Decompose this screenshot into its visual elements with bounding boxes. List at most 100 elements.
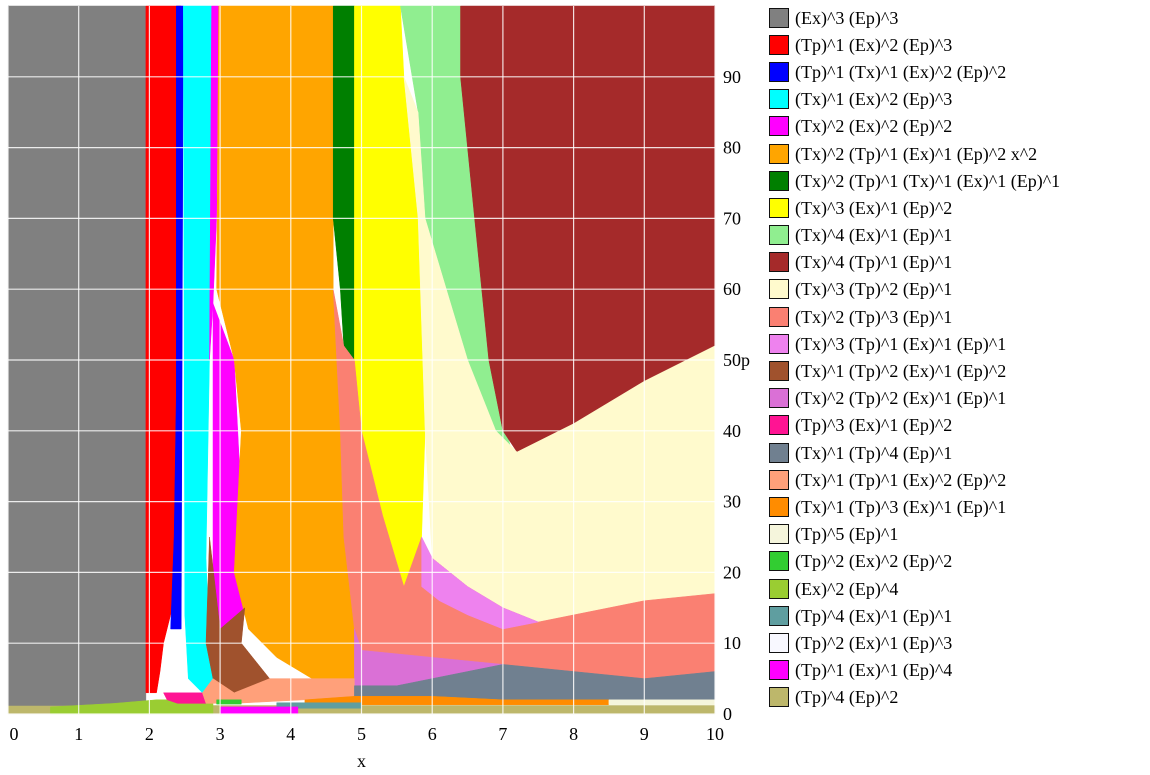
legend-item: (Tp)^1 (Ex)^1 (Ep)^4: [769, 657, 1149, 684]
legend-item: (Tp)^2 (Ex)^2 (Ep)^2: [769, 548, 1149, 575]
legend-item: (Tp)^3 (Ex)^1 (Ep)^2: [769, 412, 1149, 439]
legend-label: (Tx)^3 (Tp)^1 (Ex)^1 (Ep)^1: [795, 333, 1007, 354]
legend-label: (Ex)^2 (Ep)^4: [795, 578, 899, 599]
legend-item: (Tx)^2 (Tp)^1 (Ex)^1 (Ep)^2 x^2: [769, 140, 1149, 167]
legend-label: (Tx)^4 (Tp)^1 (Ep)^1: [795, 252, 953, 273]
legend-label: (Tx)^3 (Ex)^1 (Ep)^2: [795, 197, 953, 218]
y-tick-label: 10: [723, 633, 741, 653]
legend-swatch: [769, 116, 789, 137]
legend-item: (Tx)^1 (Tp)^3 (Ex)^1 (Ep)^1: [769, 493, 1149, 520]
y-tick-label: 80: [723, 138, 741, 158]
legend-item: (Tx)^3 (Ex)^1 (Ep)^2: [769, 194, 1149, 221]
legend-item: (Tp)^1 (Tx)^1 (Ex)^2 (Ep)^2: [769, 58, 1149, 85]
legend-item: (Tx)^2 (Tp)^2 (Ex)^1 (Ep)^1: [769, 385, 1149, 412]
legend-item: (Tx)^2 (Ex)^2 (Ep)^2: [769, 113, 1149, 140]
x-axis-label: x: [357, 751, 366, 771]
x-tick-label: 9: [640, 724, 649, 744]
region-1: [7, 5, 147, 706]
y-tick-label: 60: [723, 279, 741, 299]
x-tick-label: 10: [706, 724, 724, 744]
legend-item: (Tx)^1 (Tp)^1 (Ex)^2 (Ep)^2: [769, 466, 1149, 493]
legend-item: (Tx)^2 (Tp)^3 (Ep)^1: [769, 303, 1149, 330]
region-25: [219, 706, 299, 715]
legend-swatch: [769, 442, 789, 463]
legend-swatch: [769, 469, 789, 490]
legend-item: (Ex)^2 (Ep)^4: [769, 575, 1149, 602]
legend-label: (Tx)^2 (Tp)^2 (Ex)^1 (Ep)^1: [795, 388, 1007, 409]
legend-item: (Tx)^4 (Tp)^1 (Ep)^1: [769, 249, 1149, 276]
legend-label: (Tp)^1 (Ex)^1 (Ep)^4: [795, 660, 953, 681]
legend-item: (Tp)^5 (Ep)^1: [769, 521, 1149, 548]
legend-swatch: [769, 279, 789, 300]
y-tick-label: 90: [723, 67, 741, 87]
legend-label: (Tx)^3 (Tp)^2 (Ep)^1: [795, 279, 953, 300]
legend-swatch: [769, 252, 789, 273]
legend-swatch: [769, 143, 789, 164]
legend-swatch: [769, 361, 789, 382]
legend-label: (Tp)^1 (Ex)^2 (Ep)^3: [795, 34, 953, 55]
x-tick-label: 5: [357, 724, 366, 744]
legend-swatch: [769, 524, 789, 545]
y-tick-label: 30: [723, 492, 741, 512]
y-tick-label: 70: [723, 208, 741, 228]
x-tick-label: 6: [428, 724, 437, 744]
legend-swatch: [769, 578, 789, 599]
legend-label: (Tx)^2 (Ex)^2 (Ep)^2: [795, 116, 953, 137]
legend-item: (Tx)^1 (Tp)^2 (Ex)^1 (Ep)^2: [769, 357, 1149, 384]
legend-swatch: [769, 415, 789, 436]
x-tick-label: 7: [498, 724, 507, 744]
legend-label: (Ex)^3 (Ep)^3: [795, 7, 899, 28]
legend-label: (Tp)^3 (Ex)^1 (Ep)^2: [795, 415, 953, 436]
x-tick-label: 8: [569, 724, 578, 744]
region-6: [163, 692, 207, 704]
legend-swatch: [769, 605, 789, 626]
legend-swatch: [769, 632, 789, 653]
legend-swatch: [769, 496, 789, 517]
legend-item: (Tx)^2 (Tp)^1 (Tx)^1 (Ex)^1 (Ep)^1: [769, 167, 1149, 194]
legend-swatch: [769, 89, 789, 110]
legend-swatch: [769, 660, 789, 681]
x-tick-label: 0: [10, 724, 19, 744]
x-tick-label: 1: [74, 724, 83, 744]
legend-item: (Tx)^3 (Tp)^1 (Ex)^1 (Ep)^1: [769, 330, 1149, 357]
x-tick-label: 3: [216, 724, 225, 744]
legend-label: (Tp)^5 (Ep)^1: [795, 524, 899, 545]
legend-label: (Tx)^2 (Tp)^1 (Ex)^1 (Ep)^2 x^2: [795, 143, 1038, 164]
legend-item: (Tx)^3 (Tp)^2 (Ep)^1: [769, 276, 1149, 303]
legend-item: (Ex)^3 (Ep)^3: [769, 4, 1149, 31]
legend-item: (Tx)^1 (Tp)^4 (Ep)^1: [769, 439, 1149, 466]
x-tick-label: 2: [145, 724, 154, 744]
legend-label: (Tx)^1 (Tp)^3 (Ex)^1 (Ep)^1: [795, 496, 1007, 517]
legend-item: (Tp)^4 (Ep)^2: [769, 684, 1149, 711]
legend-item: (Tp)^1 (Ex)^2 (Ep)^3: [769, 31, 1149, 58]
legend-swatch: [769, 197, 789, 218]
region-24: [216, 699, 242, 705]
legend-label: (Tx)^1 (Tp)^4 (Ep)^1: [795, 442, 953, 463]
region-7: [209, 5, 219, 361]
legend-label: (Tp)^4 (Ex)^1 (Ep)^1: [795, 605, 953, 626]
legend-swatch: [769, 333, 789, 354]
legend-label: (Tx)^2 (Tp)^3 (Ep)^1: [795, 306, 953, 327]
legend-item: (Tp)^2 (Ex)^1 (Ep)^3: [769, 629, 1149, 656]
legend-label: (Tp)^4 (Ep)^2: [795, 687, 899, 708]
legend-item: (Tx)^1 (Ex)^2 (Ep)^3: [769, 86, 1149, 113]
legend-label: (Tx)^1 (Ex)^2 (Ep)^3: [795, 89, 953, 110]
y-tick-label: 20: [723, 562, 741, 582]
legend-item: (Tx)^4 (Ex)^1 (Ep)^1: [769, 222, 1149, 249]
legend-label: (Tx)^1 (Tp)^1 (Ex)^2 (Ep)^2: [795, 469, 1007, 490]
y-tick-label: 40: [723, 421, 741, 441]
legend-swatch: [769, 306, 789, 327]
legend-label: (Tp)^1 (Tx)^1 (Ex)^2 (Ep)^2: [795, 61, 1007, 82]
legend-label: (Tp)^2 (Ex)^1 (Ep)^3: [795, 632, 953, 653]
legend: (Ex)^3 (Ep)^3 (Tp)^1 (Ex)^2 (Ep)^3 (Tp)^1 …: [769, 4, 1149, 711]
legend-swatch: [769, 34, 789, 55]
legend-label: (Tx)^2 (Tp)^1 (Tx)^1 (Ex)^1 (Ep)^1: [795, 170, 1061, 191]
legend-swatch: [769, 225, 789, 246]
legend-label: (Tx)^1 (Tp)^2 (Ex)^1 (Ep)^2: [795, 361, 1007, 382]
legend-label: (Tp)^2 (Ex)^2 (Ep)^2: [795, 551, 953, 572]
y-tick-label: 50p: [723, 350, 750, 370]
legend-label: (Tx)^4 (Ex)^1 (Ep)^1: [795, 225, 953, 246]
legend-swatch: [769, 170, 789, 191]
legend-swatch: [769, 7, 789, 28]
